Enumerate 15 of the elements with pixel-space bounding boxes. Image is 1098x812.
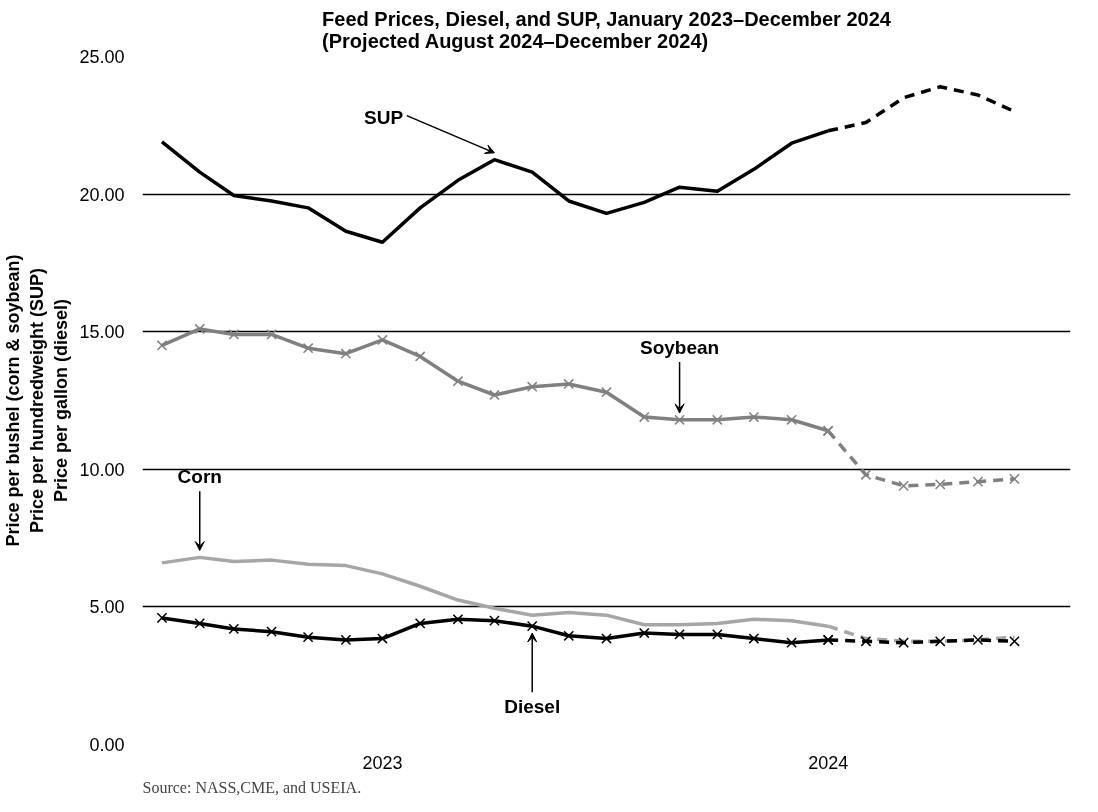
y-tick-label: 0.00	[89, 735, 125, 755]
y-tick-label: 5.00	[89, 597, 125, 618]
y-axis-title: Price per bushel (corn & soybean) Price per hundredweight (SUP) Price per gallon (diesel)	[3, 254, 72, 547]
annotation: Diesel	[504, 696, 561, 718]
y-tick-label: 20.00	[79, 184, 125, 205]
annotation: Corn	[177, 466, 222, 488]
source-note: Source: NASS,CME, and USEIA.	[142, 778, 362, 796]
y-tick-label: 15.00	[79, 322, 125, 343]
y-tick-label: 25.00	[79, 47, 125, 67]
annotation: Soybean	[639, 336, 720, 358]
y-tick-label: 10.00	[79, 459, 125, 480]
annotation: SUP	[364, 107, 404, 129]
chart-title: Feed Prices, Diesel, and SUP, January 2023–December 2024 (Projected August 2024–December 2024)	[322, 7, 892, 52]
x-tick-label: 2023	[362, 752, 403, 773]
x-tick-label: 2024	[808, 752, 849, 773]
